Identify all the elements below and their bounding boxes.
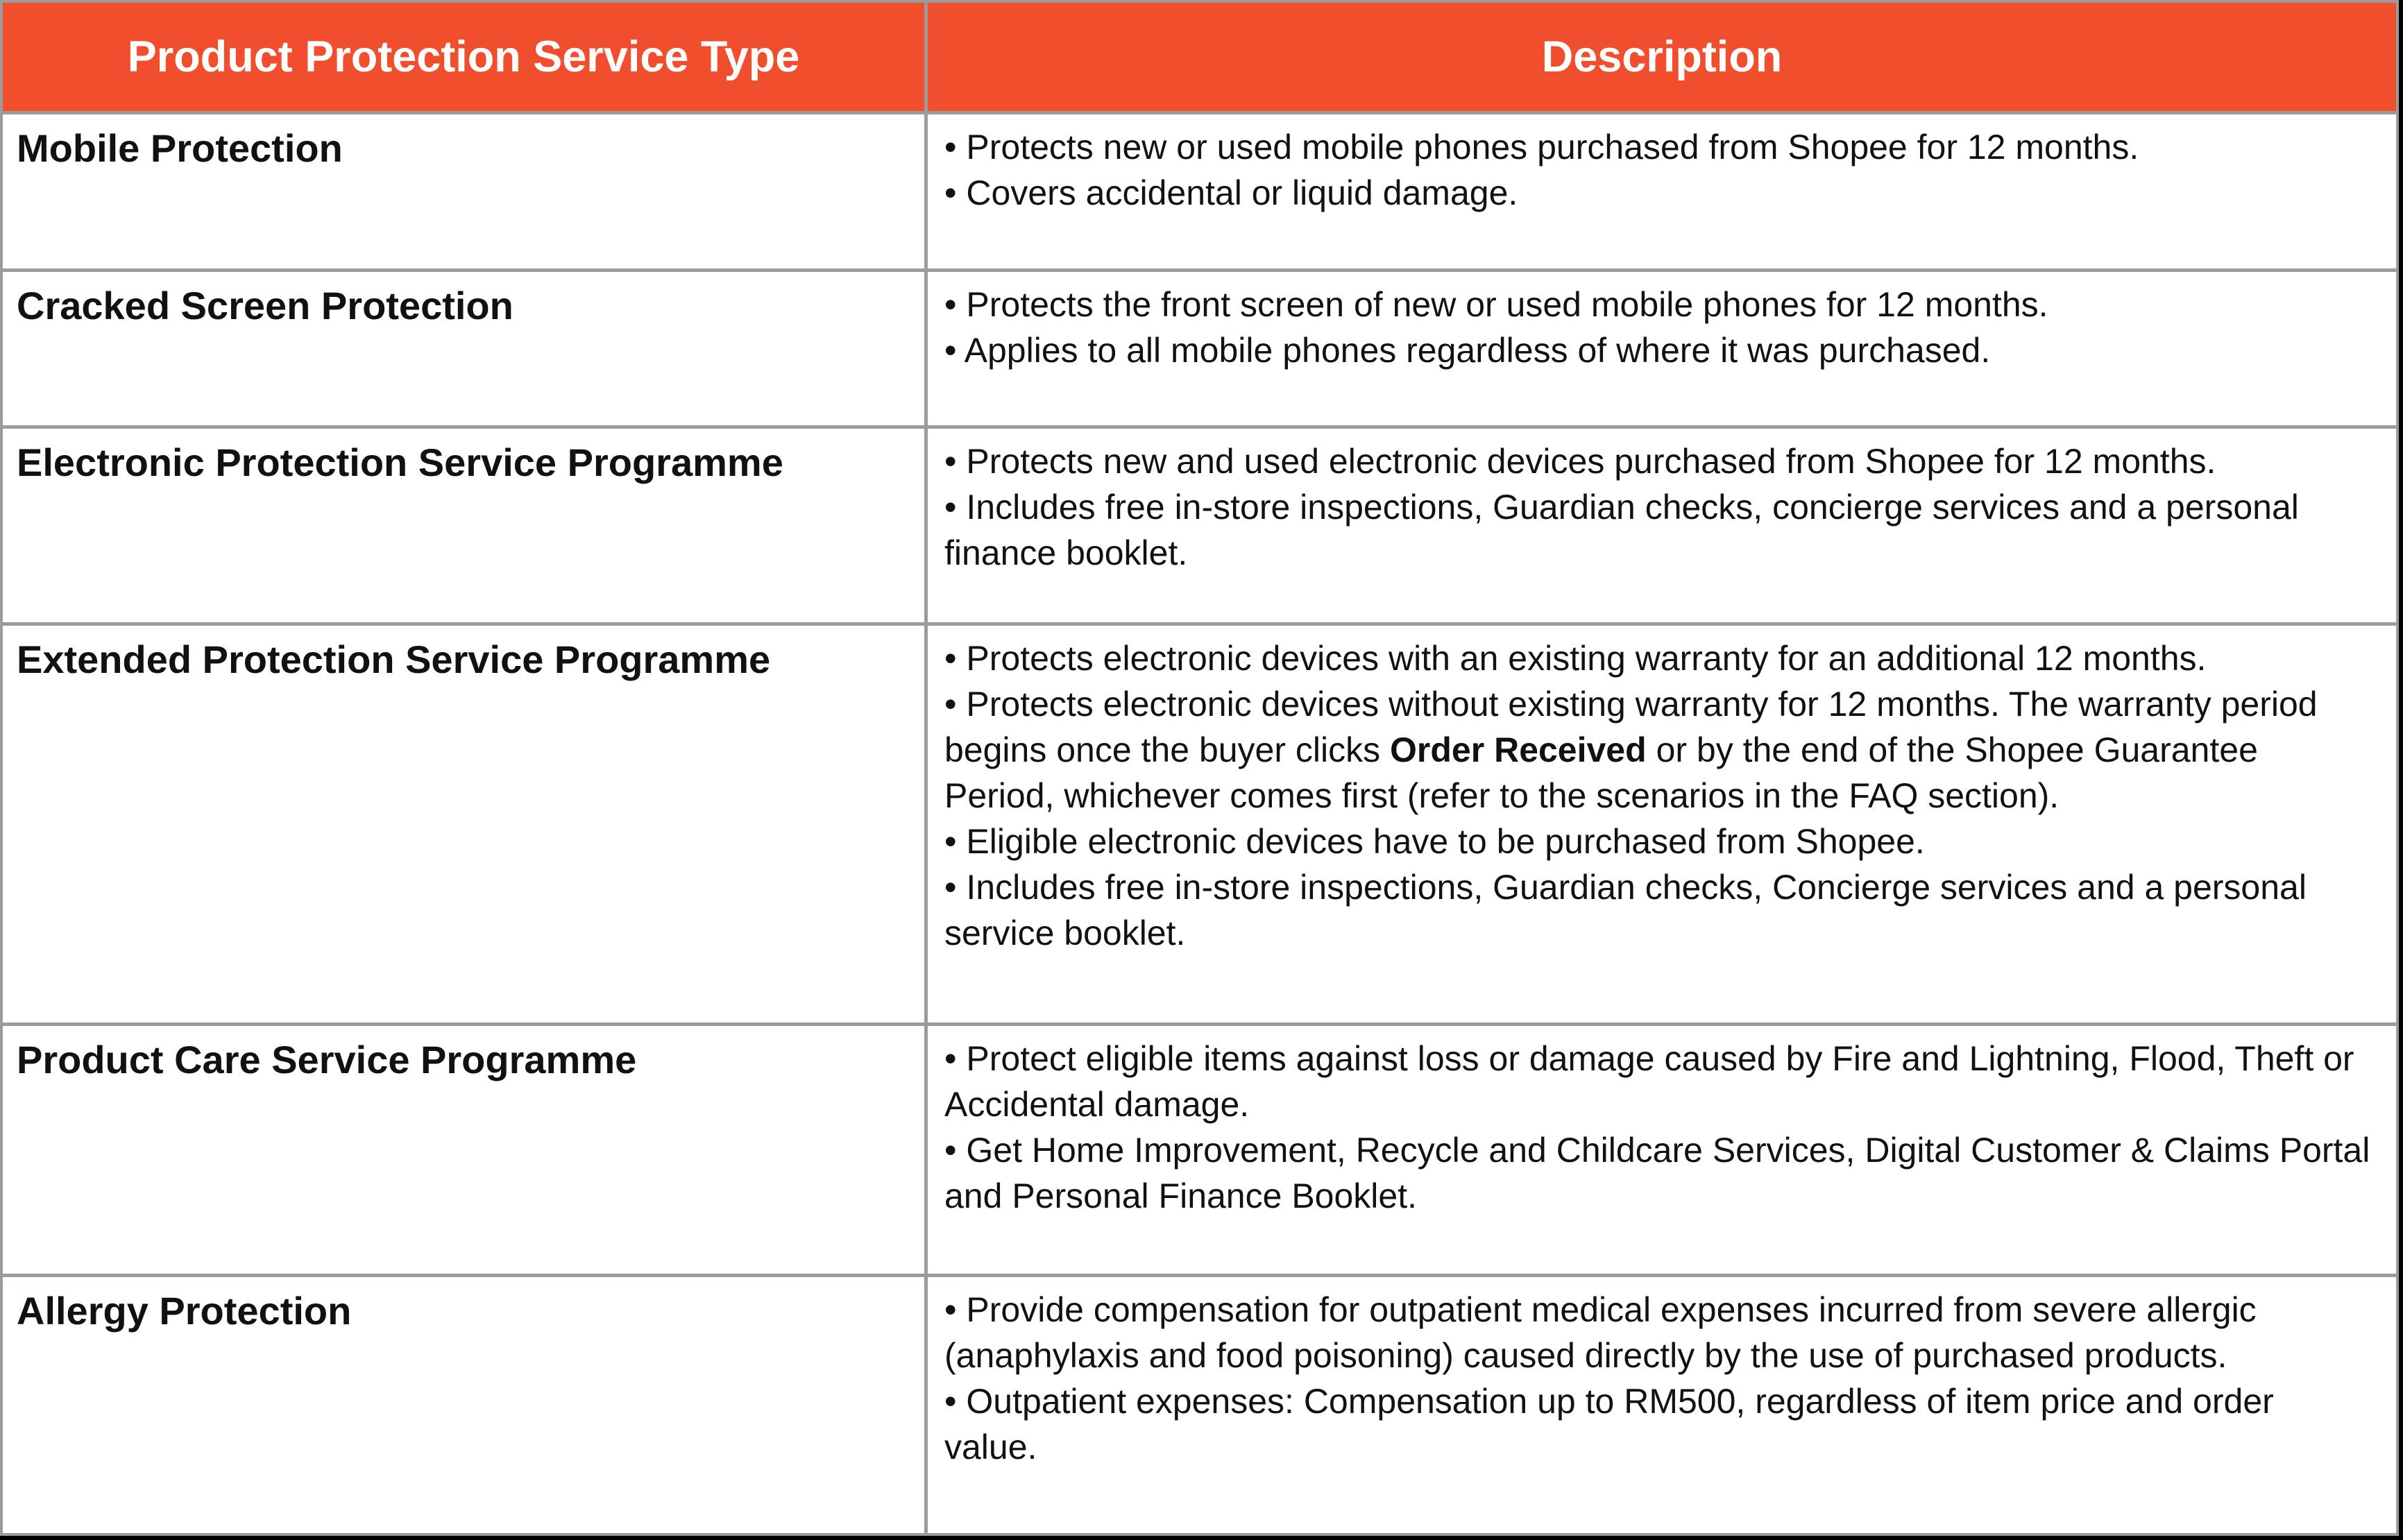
- service-type-label: Extended Protection Service Programme: [17, 638, 771, 681]
- description-bullet: • Covers accidental or liquid damage.: [944, 173, 1518, 212]
- description-bullet: • Protects new and used electronic devic…: [944, 442, 2216, 481]
- bullet-text-segment: • Protects electronic devices without ex…: [944, 685, 2318, 769]
- description-bullet: • Includes free in-store inspections, Gu…: [944, 488, 2299, 572]
- service-type-cell: Extended Protection Service Programme: [3, 626, 928, 1023]
- description-bullet: • Protect eligible items against loss or…: [944, 1039, 2354, 1124]
- column-header-service-type: Product Protection Service Type: [3, 3, 928, 111]
- description-cell: • Protect eligible items against loss or…: [928, 1026, 2396, 1274]
- description-bullet: • Get Home Improvement, Recycle and Chil…: [944, 1131, 2370, 1215]
- service-type-cell: Mobile Protection: [3, 114, 928, 268]
- table-row: Product Care Service Programme • Protect…: [3, 1026, 2396, 1277]
- service-type-cell: Electronic Protection Service Programme: [3, 429, 928, 622]
- description-cell: • Protects new and used electronic devic…: [928, 429, 2396, 622]
- service-type-cell: Product Care Service Programme: [3, 1026, 928, 1274]
- column-header-description: Description: [928, 3, 2396, 111]
- service-type-label: Allergy Protection: [17, 1289, 352, 1333]
- service-type-label: Mobile Protection: [17, 126, 343, 170]
- description-bullet: • Protects electronic devices without ex…: [944, 681, 2371, 819]
- service-type-cell: Allergy Protection: [3, 1277, 928, 1533]
- description-bullet: • Protects new or used mobile phones pur…: [944, 128, 2139, 166]
- table-row: Cracked Screen Protection • Protects the…: [3, 272, 2396, 429]
- description-cell: • Protects the front screen of new or us…: [928, 272, 2396, 425]
- table-row: Mobile Protection • Protects new or used…: [3, 114, 2396, 272]
- table-row: Extended Protection Service Programme • …: [3, 626, 2396, 1026]
- service-type-label: Cracked Screen Protection: [17, 284, 513, 327]
- description-bullet: • Eligible electronic devices have to be…: [944, 822, 1925, 861]
- description-cell: • Protects electronic devices with an ex…: [928, 626, 2396, 1023]
- description-bullet: • Includes free in-store inspections, Gu…: [944, 868, 2307, 952]
- bullet-bold-segment: Order Received: [1390, 730, 1647, 769]
- table-header-row: Product Protection Service Type Descript…: [3, 3, 2396, 114]
- description-cell: • Provide compensation for outpatient me…: [928, 1277, 2396, 1533]
- description-bullet: • Provide compensation for outpatient me…: [944, 1290, 2257, 1375]
- service-type-label: Product Care Service Programme: [17, 1038, 637, 1081]
- description-bullet: • Protects the front screen of new or us…: [944, 285, 2048, 324]
- table-row: Electronic Protection Service Programme …: [3, 429, 2396, 626]
- description-bullet: • Outpatient expenses: Compensation up t…: [944, 1382, 2274, 1466]
- service-type-cell: Cracked Screen Protection: [3, 272, 928, 425]
- description-cell: • Protects new or used mobile phones pur…: [928, 114, 2396, 268]
- bullet-text-segment: or by the end of the Shopee Guarantee Pe…: [944, 730, 2258, 815]
- description-bullet: • Applies to all mobile phones regardles…: [944, 331, 1991, 370]
- service-type-label: Electronic Protection Service Programme: [17, 440, 783, 484]
- table-row: Allergy Protection • Provide compensatio…: [3, 1277, 2396, 1533]
- description-bullet: • Protects electronic devices with an ex…: [944, 639, 2207, 678]
